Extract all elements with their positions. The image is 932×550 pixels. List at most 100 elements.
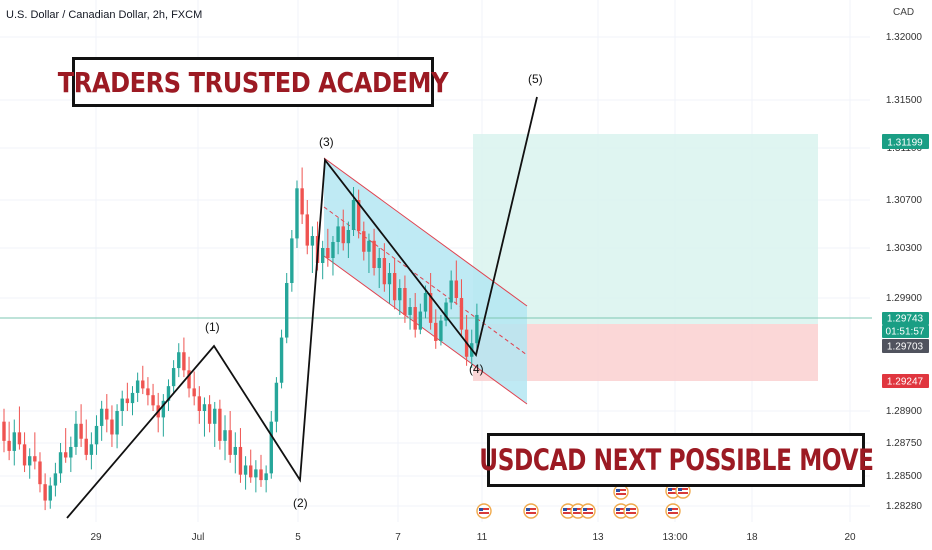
candle — [254, 460, 258, 493]
candle — [264, 465, 268, 493]
candle — [28, 448, 32, 479]
candle-body — [341, 226, 345, 244]
next-move-banner-text: USDCAD NEXT POSSIBLE MOVE — [478, 443, 874, 477]
event-flag-band — [563, 510, 573, 512]
candle — [367, 233, 371, 273]
candle — [7, 421, 11, 461]
candle — [413, 293, 417, 338]
candle-body — [202, 404, 207, 411]
candle-body — [285, 283, 289, 338]
event-flag-canton — [616, 489, 620, 492]
candle-body — [33, 456, 37, 462]
candle — [33, 432, 37, 470]
candle — [387, 263, 392, 304]
candle-body — [372, 240, 376, 268]
candle — [125, 382, 130, 411]
candle — [305, 200, 309, 255]
next-move-banner: USDCAD NEXT POSSIBLE MOVE — [479, 433, 874, 487]
event-flag-band — [616, 510, 626, 512]
candle-body — [408, 307, 412, 315]
candle — [110, 405, 114, 447]
candle — [207, 395, 212, 433]
y-tick-label: 1.30700 — [886, 195, 923, 206]
candle-body — [403, 288, 407, 315]
candle-body — [444, 302, 448, 321]
y-tick-label: 1.31500 — [886, 95, 923, 106]
candle-body — [120, 398, 124, 411]
event-flag-band — [479, 510, 489, 512]
candle — [161, 394, 166, 437]
academy-banner: TRADERS TRUSTED ACADEMY — [58, 57, 449, 107]
candle-body — [58, 452, 63, 474]
candle — [166, 379, 171, 411]
candle — [295, 180, 299, 248]
candle-body — [243, 465, 248, 475]
event-flag-band — [668, 510, 678, 512]
candle-body — [84, 438, 88, 455]
candle — [74, 411, 78, 455]
candle-body — [274, 382, 279, 422]
candle — [213, 401, 217, 447]
candle-body — [398, 288, 402, 301]
candle — [249, 449, 253, 483]
event-flag-band — [573, 510, 583, 512]
candle-body — [135, 380, 140, 393]
candle-body — [459, 298, 464, 330]
candle-body — [392, 273, 397, 301]
candle — [135, 372, 140, 402]
candle — [89, 432, 94, 470]
candle-body — [99, 408, 104, 426]
candle — [105, 394, 109, 433]
candle — [351, 187, 356, 236]
candle — [17, 406, 22, 450]
event-flag-canton — [616, 508, 620, 511]
candle-body — [320, 248, 325, 263]
event-flag-icon — [580, 503, 596, 519]
candle-body — [53, 473, 58, 486]
candle — [238, 428, 243, 483]
candle-body — [166, 386, 171, 401]
candle — [63, 428, 68, 463]
event-flag-canton — [626, 508, 630, 511]
wave-label-1: (1) — [205, 320, 220, 334]
candle-body — [362, 231, 366, 252]
candle-body — [428, 293, 433, 323]
price-marker-label-entry: 1.29703 — [887, 342, 924, 353]
candle-body — [326, 248, 330, 258]
event-flag-icon — [523, 503, 539, 519]
candle-body — [233, 446, 237, 455]
candle-body — [300, 188, 304, 215]
currency-label: CAD — [893, 7, 915, 18]
candle-body — [475, 314, 479, 344]
x-tick-label: 11 — [477, 532, 488, 543]
candle-body — [377, 258, 381, 268]
candle — [233, 432, 237, 474]
candle-body — [171, 368, 176, 387]
candle-body — [48, 485, 52, 501]
candle — [48, 477, 52, 509]
candle — [449, 270, 453, 310]
event-flag-band — [583, 510, 593, 512]
candle — [2, 408, 6, 453]
candle — [403, 275, 407, 323]
candle — [336, 218, 340, 255]
wave-label-4: (4) — [469, 362, 484, 376]
candle — [269, 411, 273, 479]
candle-body — [423, 293, 428, 312]
candle — [285, 273, 289, 344]
candle — [171, 360, 176, 395]
x-tick-label: 20 — [844, 532, 856, 543]
event-flag-icon — [675, 483, 691, 499]
candle-body — [161, 400, 166, 418]
candle-body — [295, 188, 299, 239]
event-flag-canton — [479, 508, 483, 511]
price-marker-label-countdown: 01:51:57 — [886, 327, 925, 338]
candle — [408, 298, 412, 330]
candle — [182, 337, 186, 378]
candle — [392, 258, 397, 310]
candle — [377, 248, 381, 288]
candle-body — [22, 444, 27, 466]
candle-body — [182, 352, 186, 371]
